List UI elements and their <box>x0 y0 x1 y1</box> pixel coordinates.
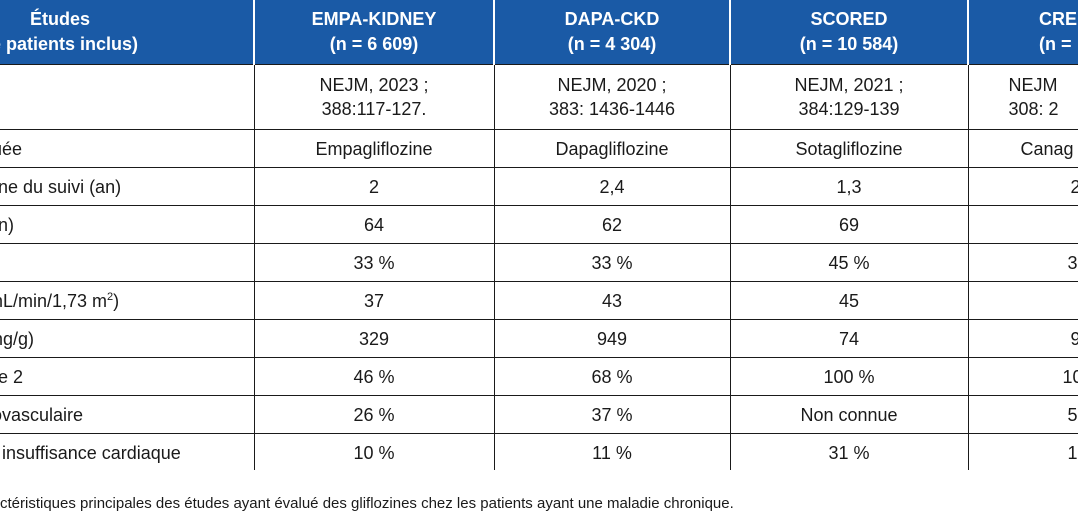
row-label-text: c insuffisance cardiaque <box>0 442 181 463</box>
table-cell: 74 <box>729 319 968 358</box>
table-cell: 45 <box>729 281 968 320</box>
table-row: 33 % 33 % 45 % 3 <box>0 243 1078 282</box>
reference-label-cell <box>0 64 254 130</box>
reference-row: NEJM, 2023 ; 388:117-127. NEJM, 2020 ; 383… <box>0 64 1078 130</box>
table-cell: 31 % <box>729 433 968 470</box>
study-n: (n = 4 304) <box>567 34 657 54</box>
row-label-text: pe 2 <box>0 366 24 387</box>
table-cell: 949 <box>493 319 730 358</box>
row-label-text: mg/g) <box>0 328 35 349</box>
table-row: nne du suivi (an) 2 2,4 1,3 2 <box>0 167 1078 206</box>
table-cell: 9 <box>967 319 1078 358</box>
reference-line1: NEJM, 2020 ; <box>557 75 667 95</box>
header-studies-label: Études re de patients inclus) <box>0 0 254 65</box>
superscript: 2 <box>107 290 114 303</box>
table-cell: 64 <box>253 205 494 244</box>
header-study-2: DAPA-CKD (n = 4 304) <box>493 0 730 65</box>
reference-line1: NEJM, 2021 ; <box>794 75 904 95</box>
table-row: mg/g) 329 949 74 9 <box>0 319 1078 358</box>
table-cell <box>967 281 1078 320</box>
table-cell: 1 <box>967 433 1078 470</box>
row-label: c insuffisance cardiaque <box>0 433 254 470</box>
table-row: iovasculaire 26 % 37 % Non connue 5 <box>0 395 1078 434</box>
header-title-line1: Études <box>30 9 91 29</box>
table-cell: 2 <box>967 167 1078 206</box>
row-label-text: luée <box>0 138 23 159</box>
header-study-4: CREI (n = <box>967 0 1078 65</box>
study-n: (n = 10 584) <box>799 34 899 54</box>
table-cell: 10 <box>967 357 1078 396</box>
header-study-1: EMPA-KIDNEY (n = 6 609) <box>253 0 494 65</box>
table-cell: 3 <box>967 243 1078 282</box>
row-label: iovasculaire <box>0 395 254 434</box>
row-label <box>0 243 254 282</box>
header-row: Études re de patients inclus) EMPA-KIDNE… <box>0 0 1078 65</box>
table-cell: 43 <box>493 281 730 320</box>
reference-line2: 388:117-127. <box>321 99 427 119</box>
table-cell: 100 % <box>729 357 968 396</box>
table-cell: Canag <box>967 129 1078 168</box>
table-cell: 37 % <box>493 395 730 434</box>
table-row: c insuffisance cardiaque 10 % 11 % 31 % … <box>0 433 1078 470</box>
table-cell: Sotagliflozine <box>729 129 968 168</box>
table-caption: ctéristiques principales des études ayan… <box>0 495 734 512</box>
header-study-3: SCORED (n = 10 584) <box>729 0 968 65</box>
table-cell: 69 <box>729 205 968 244</box>
table-row: pe 2 46 % 68 % 100 % 10 <box>0 357 1078 396</box>
study-name: SCORED <box>810 9 888 29</box>
table-cell: 45 % <box>729 243 968 282</box>
row-label-text: mL/min/1,73 m2) <box>0 289 254 313</box>
table-cell: 11 % <box>493 433 730 470</box>
study-n: (n = <box>1039 34 1072 54</box>
row-label-text: nne du suivi (an) <box>0 176 122 197</box>
table-cell: Empagliflozine <box>253 129 494 168</box>
table-cell: 37 <box>253 281 494 320</box>
table-cell: 5 <box>967 395 1078 434</box>
table-cell: Dapagliflozine <box>493 129 730 168</box>
table-cell: 2 <box>253 167 494 206</box>
reference-cell: NEJM, 2023 ; 388:117-127. <box>253 64 494 130</box>
row-label-suffix: ) <box>113 290 120 311</box>
studies-table-container: Études re de patients inclus) EMPA-KIDNE… <box>0 0 1078 470</box>
table-cell: 26 % <box>253 395 494 434</box>
table-row: an) 64 62 69 <box>0 205 1078 244</box>
study-name: CREI <box>1039 9 1078 29</box>
reference-cell: NEJM 308: 2 <box>967 64 1078 130</box>
reference-line2: 308: 2 <box>1008 99 1059 119</box>
table-cell: 1,3 <box>729 167 968 206</box>
row-label: mg/g) <box>0 319 254 358</box>
table-row: luée Empagliflozine Dapagliflozine Sotag… <box>0 129 1078 168</box>
row-label: an) <box>0 205 254 244</box>
table-cell: 46 % <box>253 357 494 396</box>
row-label-main: mL/min/1,73 m <box>0 290 108 311</box>
study-name: EMPA-KIDNEY <box>311 9 437 29</box>
studies-table: Études re de patients inclus) EMPA-KIDNE… <box>0 0 1078 470</box>
table-cell: 33 % <box>253 243 494 282</box>
row-label-text: an) <box>0 214 15 235</box>
row-label-text: iovasculaire <box>0 404 84 425</box>
row-label: nne du suivi (an) <box>0 167 254 206</box>
study-n: (n = 6 609) <box>329 34 419 54</box>
table-cell <box>967 205 1078 244</box>
table-cell: 62 <box>493 205 730 244</box>
table-cell: Non connue <box>729 395 968 434</box>
reference-line2: 383: 1436-1446 <box>548 99 676 119</box>
row-label: mL/min/1,73 m2) <box>0 281 254 320</box>
table-cell: 68 % <box>493 357 730 396</box>
study-name: DAPA-CKD <box>564 9 660 29</box>
header-title-line2: re de patients inclus) <box>0 34 139 54</box>
table-cell: 2,4 <box>493 167 730 206</box>
reference-line2: 384:129-139 <box>798 99 900 119</box>
table-row: mL/min/1,73 m2) 37 43 45 <box>0 281 1078 320</box>
reference-line1: NEJM <box>1008 75 1058 95</box>
row-label: luée <box>0 129 254 168</box>
table-cell: 33 % <box>493 243 730 282</box>
reference-cell: NEJM, 2020 ; 383: 1436-1446 <box>493 64 730 130</box>
table-cell: 10 % <box>253 433 494 470</box>
reference-line1: NEJM, 2023 ; <box>319 75 429 95</box>
row-label: pe 2 <box>0 357 254 396</box>
reference-cell: NEJM, 2021 ; 384:129-139 <box>729 64 968 130</box>
table-cell: 329 <box>253 319 494 358</box>
